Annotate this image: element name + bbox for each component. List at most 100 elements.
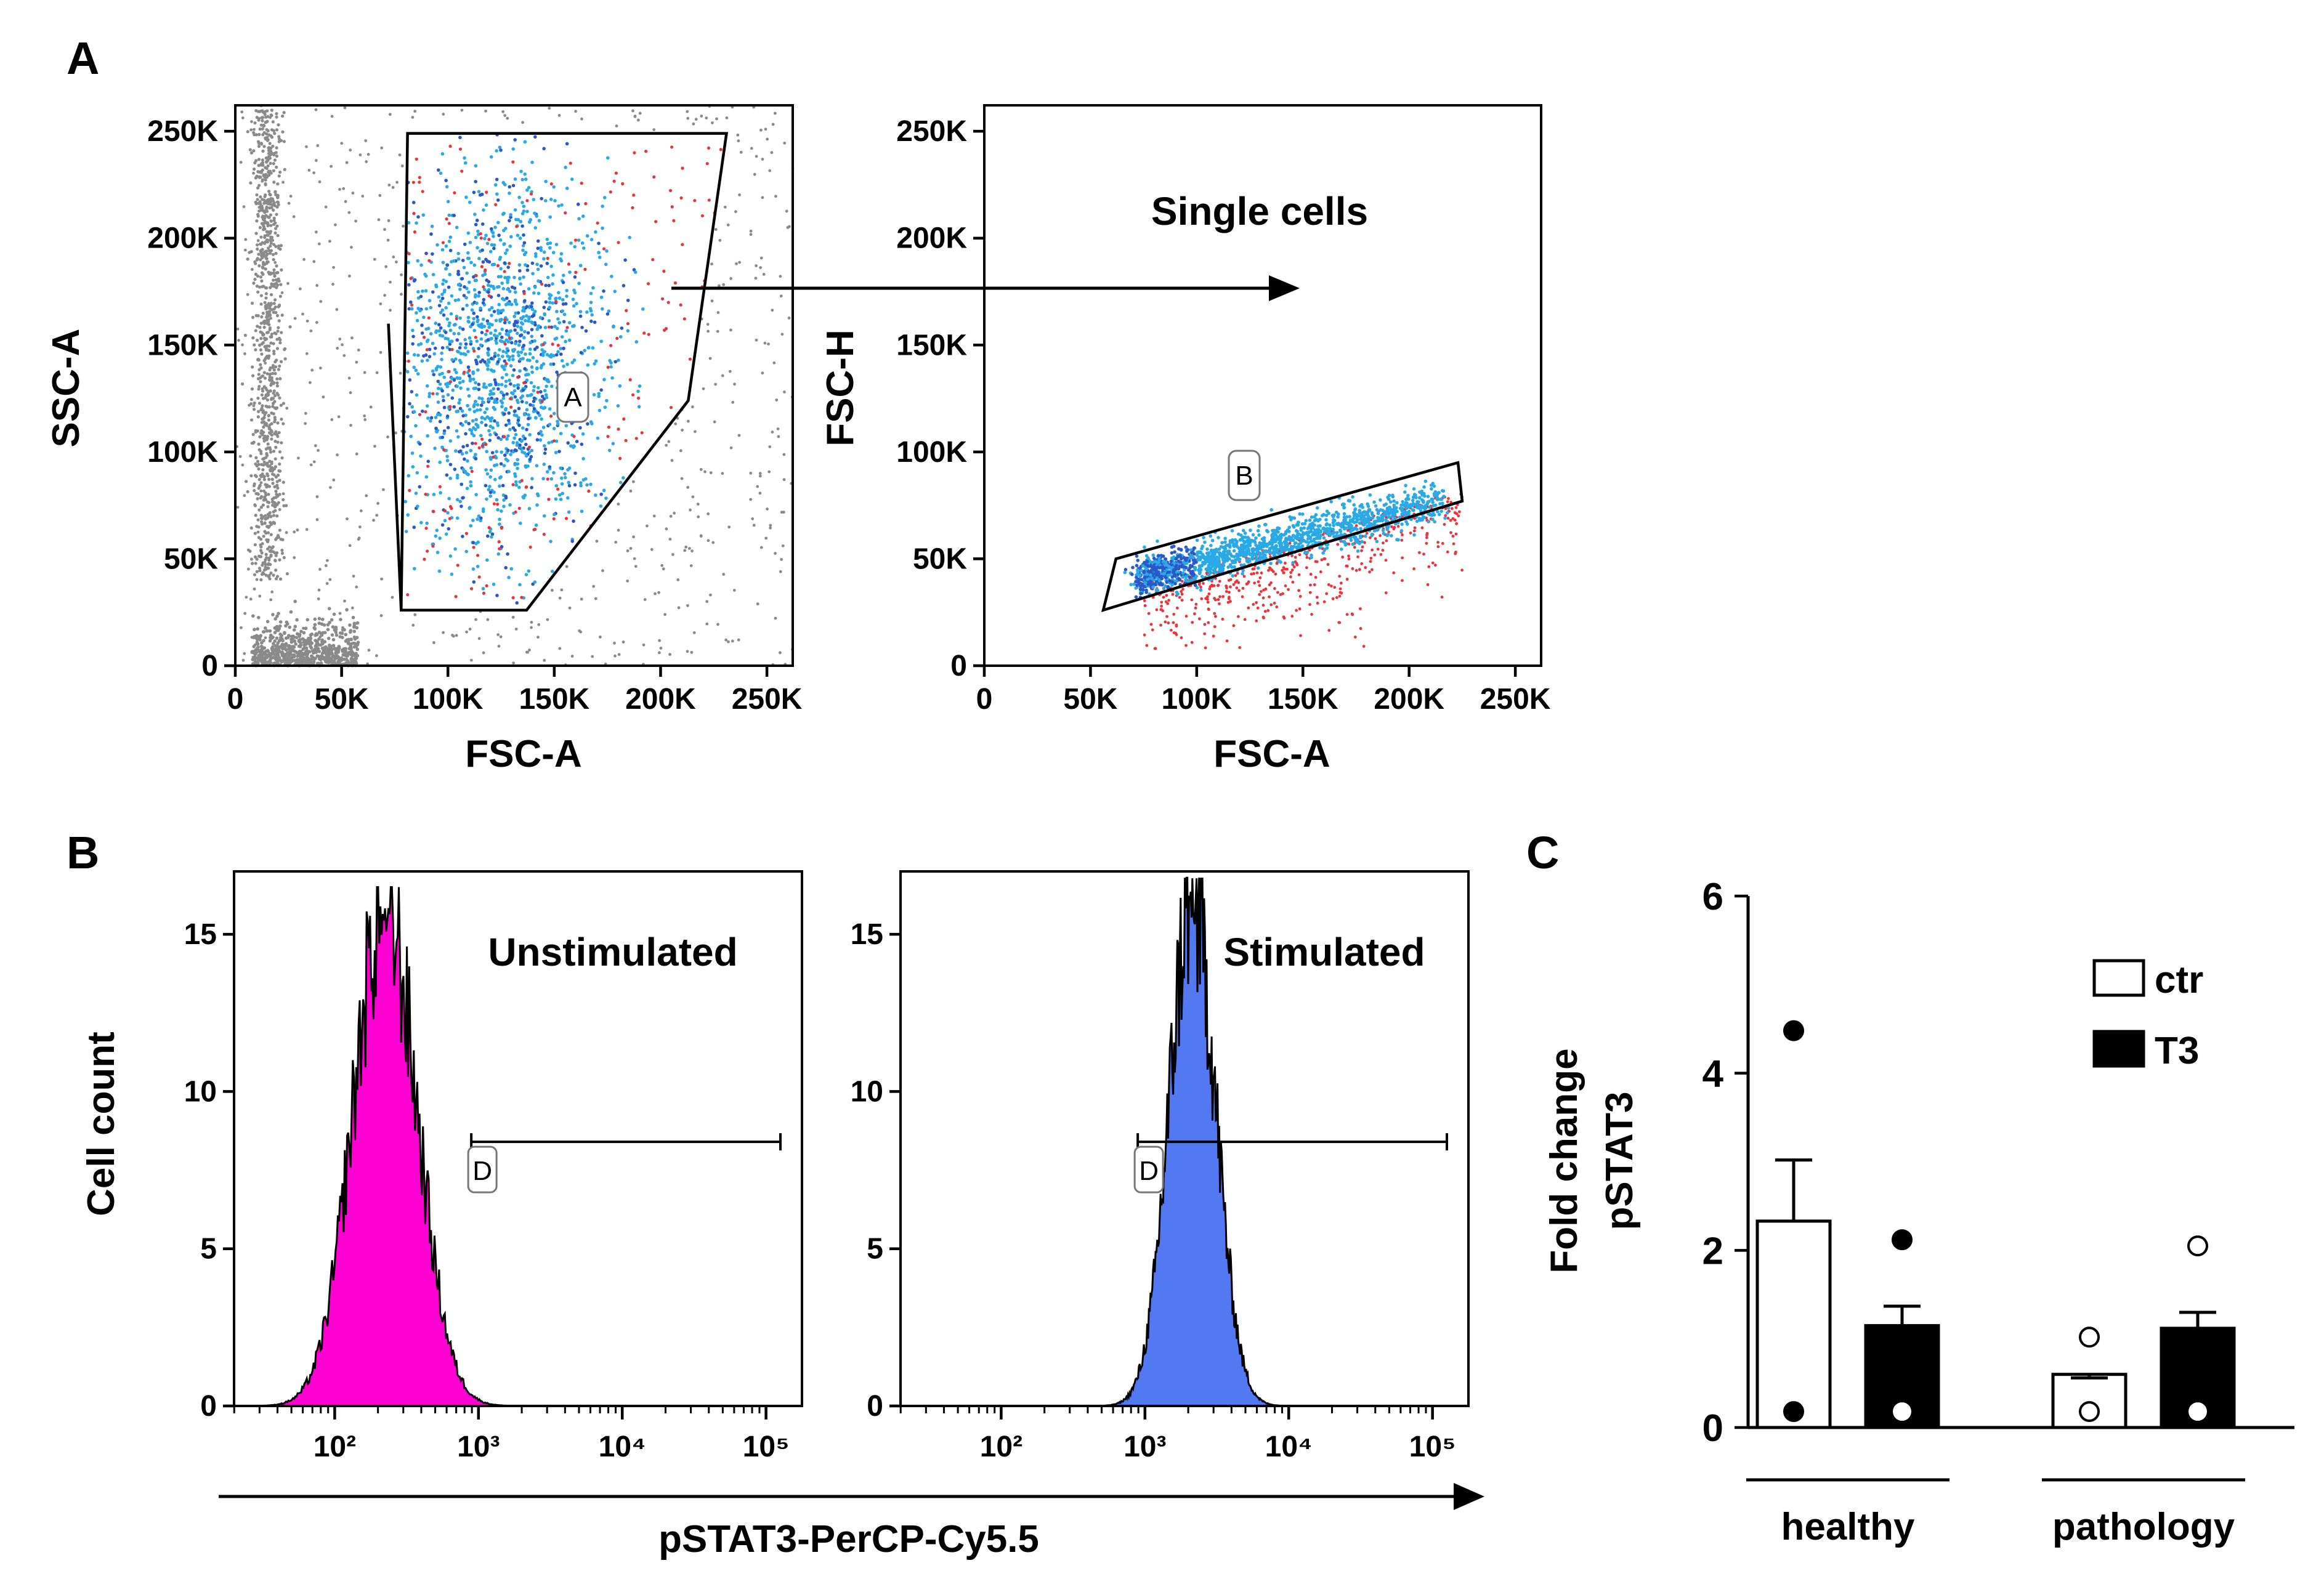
event-dot: [249, 474, 253, 478]
event-dot: [254, 562, 257, 565]
event-dot: [562, 312, 567, 317]
event-dot: [1364, 566, 1367, 570]
event-dot: [780, 557, 783, 561]
event-dot: [448, 144, 452, 148]
event-dot: [345, 161, 349, 164]
event-dot: [589, 291, 593, 296]
event-dot: [1400, 538, 1404, 542]
event-dot: [547, 319, 551, 323]
event-dot: [442, 112, 445, 116]
event-dot: [302, 631, 306, 635]
event-dot: [279, 244, 283, 248]
event-dot: [322, 395, 325, 399]
event-dot: [487, 290, 490, 294]
event-dot: [644, 150, 648, 153]
event-dot: [259, 302, 263, 306]
event-dot: [424, 327, 428, 331]
event-dot: [1226, 565, 1230, 569]
event-dot: [267, 190, 271, 193]
event-dot: [489, 389, 493, 393]
event-dot: [1392, 527, 1396, 531]
event-dot: [620, 326, 624, 330]
event-dot: [573, 471, 577, 475]
event-dot: [316, 642, 320, 645]
event-dot: [275, 636, 279, 640]
event-dot: [487, 308, 492, 312]
event-dot: [437, 168, 440, 172]
event-dot: [495, 594, 499, 597]
event-dot: [307, 650, 312, 654]
event-dot: [459, 352, 463, 356]
event-dot: [578, 426, 582, 430]
event-dot: [1159, 623, 1162, 627]
event-dot: [780, 511, 783, 514]
event-dot: [513, 474, 517, 479]
event-dot: [1433, 520, 1436, 524]
event-dot: [511, 160, 515, 164]
event-dot: [762, 273, 766, 276]
event-dot: [271, 545, 275, 549]
event-dot: [445, 454, 449, 458]
event-dot: [426, 338, 430, 342]
event-dot: [722, 283, 726, 286]
event-dot: [617, 427, 620, 431]
event-dot: [570, 360, 574, 365]
event-dot: [443, 330, 448, 334]
event-dot: [1207, 592, 1211, 596]
event-dot: [557, 321, 562, 325]
event-dot: [769, 523, 772, 527]
event-dot: [493, 419, 496, 423]
event-dot: [273, 418, 277, 422]
event-dot: [277, 336, 281, 340]
event-dot: [243, 652, 246, 655]
event-dot: [409, 277, 413, 280]
event-dot: [513, 208, 517, 212]
event-dot: [264, 208, 269, 212]
event-dot: [443, 519, 447, 523]
event-dot: [540, 394, 545, 398]
event-dot: [302, 626, 306, 630]
event-dot: [615, 124, 618, 127]
event-dot: [448, 248, 453, 252]
event-dot: [482, 285, 485, 289]
event-dot: [516, 375, 520, 379]
event-dot: [342, 353, 346, 357]
event-dot: [705, 600, 709, 604]
event-dot: [271, 199, 275, 203]
event-dot: [539, 430, 543, 434]
event-dot: [484, 423, 488, 427]
event-dot: [530, 307, 535, 312]
event-dot: [629, 547, 633, 550]
event-dot: [427, 395, 431, 398]
event-dot: [414, 491, 418, 495]
event-dot: [253, 278, 257, 281]
event-dot: [533, 285, 537, 289]
event-dot: [750, 147, 753, 150]
event-dot: [453, 547, 457, 551]
panel-a1: A 0 50K 100K 150K 200K 250K 050K100K150K200K2…: [45, 104, 803, 775]
event-dot: [293, 530, 296, 534]
event-dot: [556, 422, 560, 426]
event-dot: [261, 387, 264, 391]
event-dot: [257, 387, 261, 391]
event-dot: [276, 440, 280, 444]
event-dot: [440, 523, 445, 527]
event-dot: [252, 171, 255, 175]
event-dot: [253, 531, 257, 535]
event-dot: [425, 384, 429, 388]
event-dot: [450, 260, 453, 264]
event-dot: [519, 439, 524, 443]
event-dot: [257, 373, 261, 376]
event-dot: [503, 435, 506, 438]
event-dot: [270, 503, 275, 507]
event-dot: [783, 390, 786, 394]
event-dot: [561, 280, 565, 285]
event-dot: [1268, 595, 1271, 599]
event-dot: [301, 312, 304, 316]
event-dot: [448, 462, 453, 467]
event-dot: [426, 434, 429, 438]
event-dot: [477, 294, 480, 298]
event-dot: [501, 355, 504, 358]
event-dot: [272, 162, 275, 166]
event-dot: [699, 534, 703, 538]
